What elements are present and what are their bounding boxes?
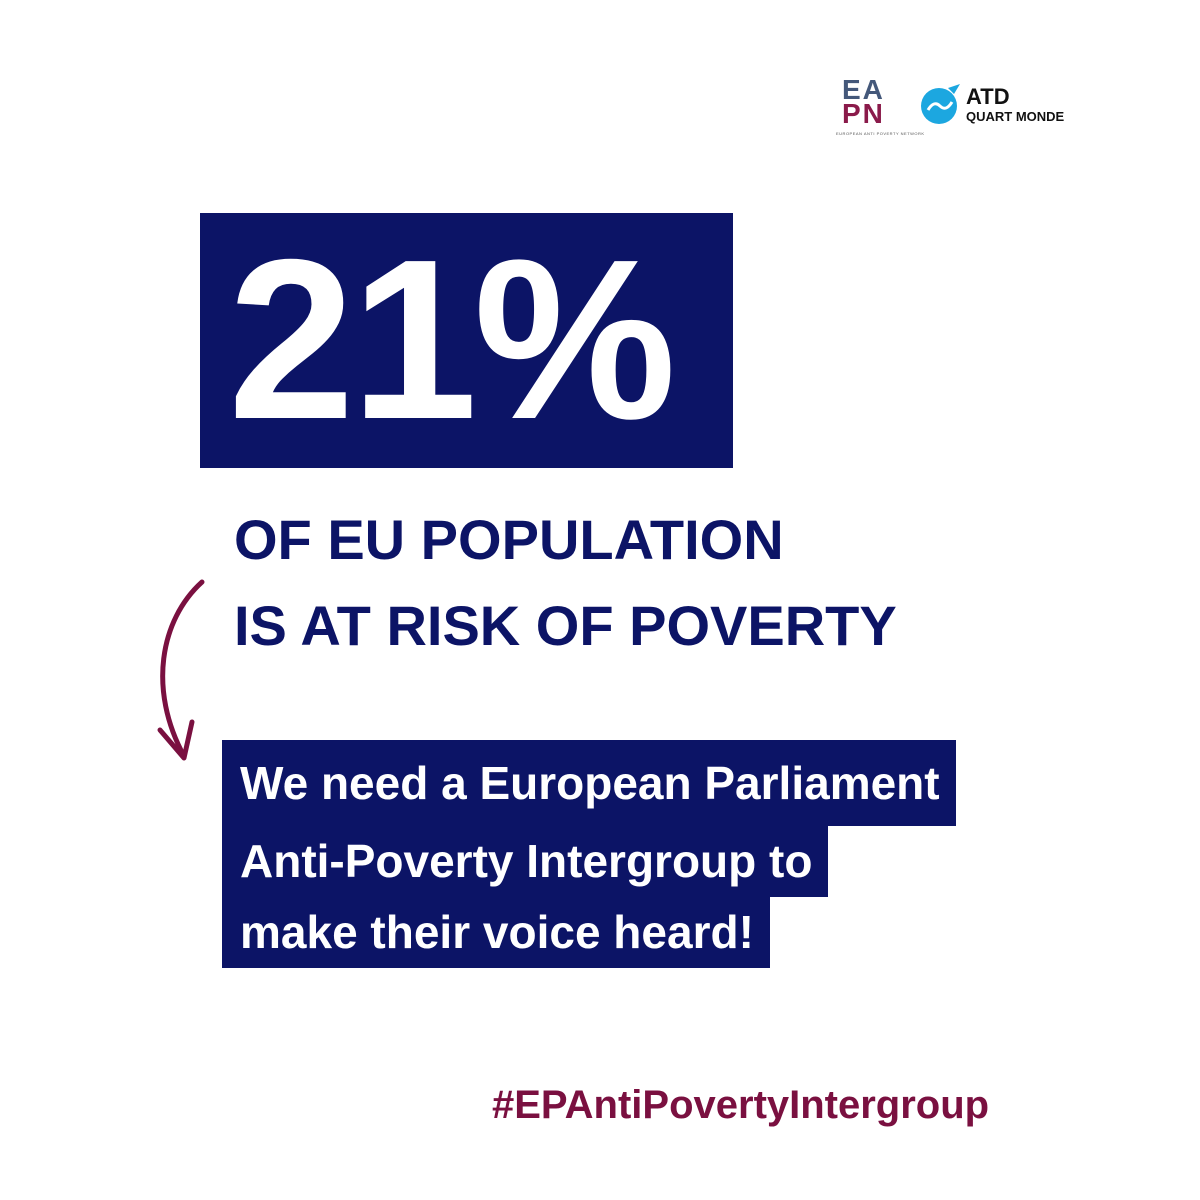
arrow (157, 579, 205, 761)
atd-icon (921, 84, 960, 124)
atd-subtitle: QUART MONDE (966, 109, 1065, 124)
headline-line: IS AT RISK OF POVERTY (234, 594, 897, 657)
figure: 21% (228, 213, 676, 467)
eapn-caption: EUROPEAN ANTI POVERTY NETWORK (836, 131, 925, 136)
callout-line: Anti-Poverty Intergroup to (222, 826, 829, 897)
callout-line: We need a European Parliament (222, 740, 956, 826)
headline-line: OF EU POPULATION (234, 508, 784, 571)
eapn-logo-bottom: PN (842, 98, 885, 129)
atd-name: ATD (966, 84, 1010, 109)
callout-line: make their voice heard! (222, 897, 770, 968)
hashtag: #EPAntiPovertyIntergroup (492, 1083, 990, 1127)
eapn-logo-top: EA (842, 74, 885, 105)
figure-box (200, 213, 733, 468)
